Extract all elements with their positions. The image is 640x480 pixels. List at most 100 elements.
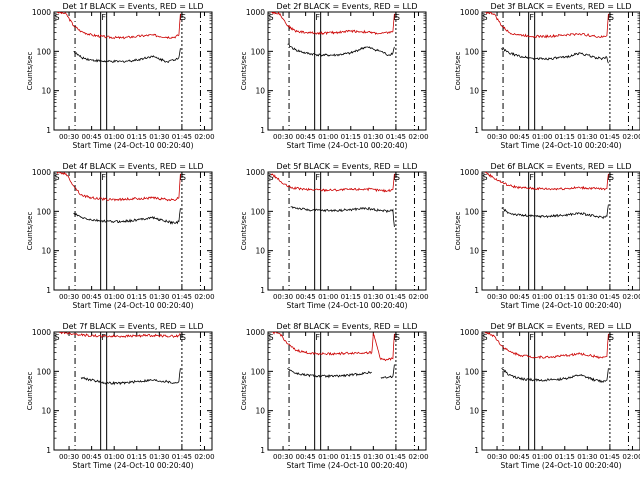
x-tick-label: 00:30 — [487, 293, 507, 301]
x-tick-label: 01:00 — [532, 133, 552, 141]
x-tick-label: 00:30 — [487, 133, 507, 141]
marker-label-e: E — [179, 13, 184, 22]
y-tick-label: 100 — [37, 367, 52, 376]
x-tick-label: 00:30 — [273, 293, 293, 301]
series-events-line — [290, 206, 395, 228]
x-tick-label: 02:00 — [408, 293, 428, 301]
x-tick-label: 01:45 — [386, 453, 406, 461]
series-lld-line — [271, 332, 395, 362]
plot-frame — [53, 11, 213, 131]
marker-label-s: S — [395, 173, 400, 182]
x-tick-label: 01:45 — [600, 293, 620, 301]
plot-frame — [53, 171, 213, 291]
x-tick-label: 01:00 — [532, 453, 552, 461]
y-tick-label: 1000 — [460, 328, 479, 337]
y-tick-label: 10 — [469, 87, 479, 96]
marker-label-s: S — [54, 333, 59, 342]
y-tick-label: 100 — [465, 367, 480, 376]
y-tick-label: 10 — [469, 247, 479, 256]
series-lld-line — [271, 12, 395, 36]
y-tick-label: 10 — [41, 247, 51, 256]
marker-label-s: S — [268, 173, 273, 182]
marker-label-f: F — [101, 13, 106, 22]
x-tick-label: 01:45 — [172, 293, 192, 301]
plot-frame — [481, 331, 640, 451]
x-tick-label: 00:45 — [510, 293, 530, 301]
panel-title: Det 6f BLACK = Events, RED = LLD — [490, 162, 631, 171]
x-axis-label: Start Time (24-Oct-10 00:20:40) — [500, 141, 621, 150]
x-axis-label: Start Time (24-Oct-10 00:20:40) — [72, 301, 193, 310]
y-axis-label: Counts/sec — [240, 52, 248, 91]
y-tick-label: 1 — [46, 126, 51, 135]
plot-frame — [53, 331, 213, 451]
y-tick-label: 1 — [46, 286, 51, 295]
y-tick-label: 1000 — [246, 8, 265, 17]
x-tick-label: 02:00 — [408, 133, 428, 141]
x-tick-label: 01:00 — [318, 453, 338, 461]
y-axis-label: Counts/sec — [240, 212, 248, 251]
y-tick-label: 1000 — [32, 8, 51, 17]
marker-label-s: S — [609, 173, 614, 182]
x-tick-label: 01:45 — [600, 133, 620, 141]
x-tick-label: 01:30 — [577, 133, 597, 141]
series-events-line — [287, 364, 395, 379]
marker-label-s: S — [54, 173, 59, 182]
marker-label-f: F — [101, 333, 106, 342]
panel-title: Det 7f BLACK = Events, RED = LLD — [62, 322, 203, 331]
plot-frame — [267, 331, 427, 451]
y-tick-label: 100 — [251, 367, 266, 376]
panel-det-8: Det 8f BLACK = Events, RED = LLD 1 10 100 10… — [240, 322, 429, 470]
y-tick-label: 100 — [37, 47, 52, 56]
y-tick-label: 100 — [465, 47, 480, 56]
y-axis-label: Counts/sec — [26, 372, 34, 411]
x-tick-label: 00:45 — [82, 133, 102, 141]
y-axis-label: Counts/sec — [454, 212, 462, 251]
x-tick-label: 00:45 — [510, 133, 530, 141]
marker-label-f: F — [315, 13, 320, 22]
x-tick-label: 02:00 — [622, 293, 640, 301]
y-axis-label: Counts/sec — [240, 372, 248, 411]
marker-label-f: F — [315, 333, 320, 342]
x-tick-label: 01:00 — [318, 293, 338, 301]
marker-label-s: S — [181, 13, 186, 22]
marker-label-s: S — [54, 13, 59, 22]
panel-title: Det 8f BLACK = Events, RED = LLD — [276, 322, 417, 331]
y-tick-label: 10 — [469, 407, 479, 416]
marker-label-s: S — [268, 13, 273, 22]
panel-title: Det 4f BLACK = Events, RED = LLD — [62, 162, 203, 171]
x-tick-label: 02:00 — [194, 293, 214, 301]
x-tick-label: 00:30 — [273, 453, 293, 461]
x-tick-label: 01:45 — [600, 453, 620, 461]
marker-label-e: E — [179, 333, 184, 342]
y-tick-label: 100 — [465, 207, 480, 216]
series-events-line — [287, 43, 395, 57]
series-lld-line — [484, 332, 609, 360]
x-tick-label: 01:45 — [386, 293, 406, 301]
y-axis-label: Counts/sec — [26, 52, 34, 91]
x-tick-label: 01:30 — [363, 293, 383, 301]
marker-label-e: E — [607, 13, 612, 22]
x-tick-label: 02:00 — [408, 453, 428, 461]
marker-label-s: S — [482, 173, 487, 182]
panel-det-2: Det 2f BLACK = Events, RED = LLD 1 10 100 10… — [240, 2, 429, 150]
marker-label-f: F — [529, 13, 534, 22]
plot-frame — [481, 11, 640, 131]
marker-label-s: S — [181, 173, 186, 182]
x-axis-label: Start Time (24-Oct-10 00:20:40) — [286, 301, 407, 310]
panel-det-4: Det 4f BLACK = Events, RED = LLD 1 10 100 10… — [26, 162, 215, 310]
y-tick-label: 10 — [41, 407, 51, 416]
panel-det-1: Det 1f BLACK = Events, RED = LLD 1 10 100 10… — [26, 2, 215, 150]
x-axis-label: Start Time (24-Oct-10 00:20:40) — [500, 301, 621, 310]
y-tick-label: 1000 — [32, 328, 51, 337]
panel-det-3: Det 3f BLACK = Events, RED = LLD 1 10 100 10… — [454, 2, 640, 150]
series-lld-line — [270, 173, 395, 193]
x-tick-label: 00:45 — [296, 453, 316, 461]
x-tick-label: 01:45 — [172, 453, 192, 461]
x-tick-label: 01:15 — [341, 453, 361, 461]
series-events-line — [501, 47, 609, 64]
series-lld-line — [57, 332, 181, 338]
panel-det-9: Det 9f BLACK = Events, RED = LLD 1 10 100 10… — [454, 322, 640, 470]
panel-title: Det 9f BLACK = Events, RED = LLD — [490, 322, 631, 331]
plot-frame — [481, 171, 640, 291]
y-tick-label: 1000 — [32, 168, 51, 177]
